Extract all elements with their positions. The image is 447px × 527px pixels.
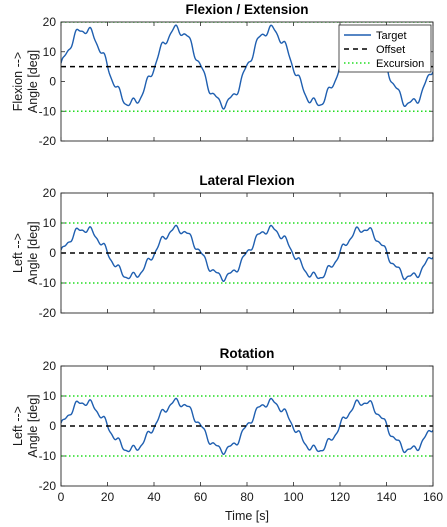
x-tick-label: 100 (283, 490, 303, 504)
y-axis-label-line2: Angle [deg] (26, 50, 40, 113)
y-tick-label: 20 (43, 186, 57, 200)
y-tick-label: 0 (49, 246, 56, 260)
legend-label-offset: Offset (376, 44, 405, 56)
chart-panel-2: Lateral Flexion -20 -10 0 10 20 Left -->Angle … (11, 173, 434, 320)
y-tick-label: -10 (39, 104, 57, 118)
x-axis-label: Time [s] (225, 509, 269, 523)
y-axis-label: Left -->Angle [deg] (11, 221, 40, 284)
series-group (61, 395, 433, 457)
chart-title: Flexion / Extension (185, 2, 308, 17)
axes-box (60, 365, 434, 487)
x-tick-label: 0 (58, 490, 65, 504)
y-tick-label: 20 (43, 359, 57, 373)
x-tick-label: 40 (147, 490, 161, 504)
y-tick-label: 20 (43, 15, 57, 29)
y-tick-label: 0 (49, 419, 56, 433)
y-tick-label: 0 (49, 75, 56, 89)
y-tick-label: -20 (39, 479, 57, 493)
y-tick-label: 10 (43, 389, 57, 403)
y-axis-label-line1: Left --> (11, 233, 25, 273)
x-tick-label: 160 (423, 490, 443, 504)
x-tick-label: 120 (330, 490, 350, 504)
y-tick-label: -10 (39, 276, 57, 290)
y-tick-label: -20 (39, 306, 57, 320)
y-axis-label-line2: Angle [deg] (26, 394, 40, 457)
series-group (61, 222, 433, 284)
chart-title: Lateral Flexion (199, 173, 294, 188)
x-tick-label: 60 (194, 490, 208, 504)
series-target-line (61, 224, 433, 283)
y-axis-label: Flexion -->Angle [deg] (11, 50, 40, 113)
legend-label-excursion: Excursion (376, 58, 424, 70)
axes-box (60, 21, 434, 142)
chart-panel-3: Rotation -20 -10 0 10 20 0 20 40 60 80 100 120 140 160… (11, 346, 443, 504)
legend: Target Offset Excursion (338, 24, 432, 73)
y-axis-label: Left -->Angle [deg] (11, 394, 40, 457)
y-tick-label: 10 (43, 45, 57, 59)
y-axis-label-line1: Left --> (11, 406, 25, 446)
series-target-line (61, 397, 433, 456)
legend-label-target: Target (376, 30, 407, 42)
x-tick-label: 20 (101, 490, 115, 504)
x-tick-label: 140 (376, 490, 396, 504)
axes-box (60, 192, 434, 314)
y-tick-label: 10 (43, 216, 57, 230)
x-tick-label: 80 (240, 490, 254, 504)
chart-title: Rotation (220, 346, 275, 361)
y-tick-label: -20 (39, 134, 57, 148)
y-axis-label-line2: Angle [deg] (26, 221, 40, 284)
chart-panel-1: Flexion / Extension -20 -10 0 10 20 Flexion --… (11, 2, 434, 148)
y-tick-label: -10 (39, 449, 57, 463)
y-axis-label-line1: Flexion --> (11, 52, 25, 111)
